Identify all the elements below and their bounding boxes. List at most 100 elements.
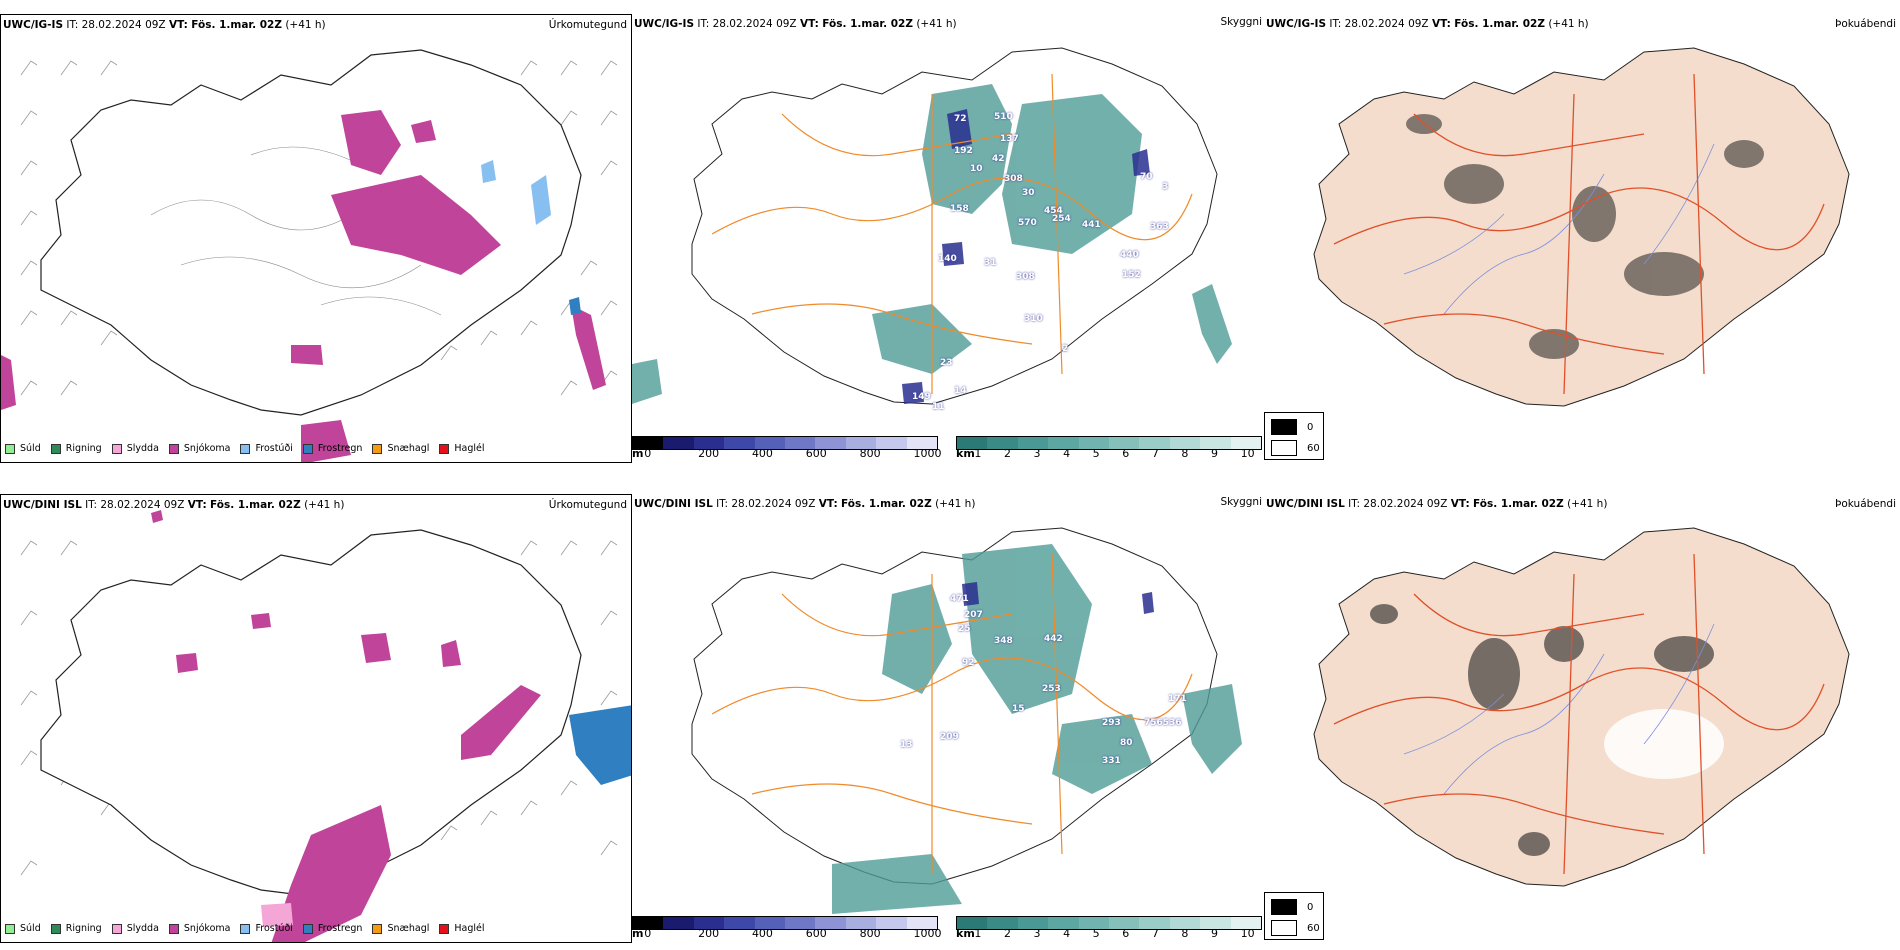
lead-time: (+41 h) (304, 499, 345, 511)
it-label: IT: (697, 18, 710, 30)
panel-header: UWC/DINI ISL IT: 28.02.2024 09Z VT: Fös.… (3, 499, 344, 511)
tick-label: 800 (859, 447, 881, 460)
tick-label: 2 (1003, 447, 1011, 460)
ceiling-value-label: 158 (950, 204, 969, 214)
legend-item: Frostúði (240, 443, 293, 454)
legend-item: Snjókoma (168, 923, 230, 934)
tick-label: 5 (1092, 927, 1100, 940)
vt-label: VT: (1450, 498, 1470, 510)
colorbar-segment (845, 917, 877, 929)
low-ceiling-areas (902, 109, 1150, 404)
legend-item: Frostregn (302, 443, 362, 454)
terrain-contours (150, 146, 442, 316)
colorbar-segment (1230, 437, 1262, 449)
ceiling-value-label: 192 (954, 146, 973, 156)
vt-label: VT: (187, 499, 207, 511)
colorbar-segment (663, 917, 694, 929)
ceiling-value-label: 254 (1052, 214, 1071, 224)
tick-label: 1 (974, 447, 982, 460)
legend-swatch (5, 923, 15, 934)
fog-map (1313, 527, 1850, 887)
variable-title: Skyggni (1220, 16, 1263, 28)
ceiling-value-label: 2 (1062, 344, 1069, 354)
panel-header: UWC/DINI ISL IT: 28.02.2024 09Z VT: Fös.… (634, 498, 975, 510)
it-value: 28.02.2024 09Z (1344, 18, 1429, 30)
model-name: UWC/DINI ISL (3, 499, 82, 511)
tick-label: 200 (698, 927, 720, 940)
ceiling-value-label: 570 (1018, 218, 1037, 228)
panel-header: UWC/DINI ISL IT: 28.02.2024 09Z VT: Fös.… (1266, 498, 1607, 510)
legend-item: Rigning (50, 923, 102, 934)
legend-label: Snæhagl (387, 923, 430, 934)
legend-item: Frostregn (302, 923, 363, 934)
legend-swatch (50, 443, 61, 454)
tick-label: 800 (859, 927, 881, 940)
colorbar-segment (693, 917, 725, 929)
ceiling-value-label: 92 (962, 658, 975, 668)
legend-swatch (302, 923, 313, 934)
tick-label: 4 (1063, 927, 1071, 940)
legend-label: Snæhagl (387, 443, 430, 454)
legend-item: Snæhagl (372, 443, 429, 454)
legend-item: Haglél (439, 923, 485, 934)
panel-header: UWC/IG-IS IT: 28.02.2024 09Z VT: Fös. 1.… (634, 18, 957, 30)
fog-panel-bottom: UWC/DINI ISL IT: 28.02.2024 09Z VT: Fös.… (1264, 494, 1900, 943)
colorbar-segment (785, 437, 816, 449)
model-name: UWC/IG-IS (634, 18, 695, 30)
legend-item: Slydda (111, 923, 159, 934)
legend-label: Frostúði (255, 923, 293, 934)
colorbar-segment (1078, 917, 1110, 929)
freezing-rain-areas (569, 705, 631, 785)
legend-swatch (168, 923, 179, 934)
colorbar-segment (633, 437, 664, 449)
tick-label: 600 (805, 927, 827, 940)
tick-label: 1000 (913, 927, 942, 940)
it-value: 28.02.2024 09Z (81, 19, 166, 31)
tick-label: 1000 (913, 447, 942, 460)
ceiling-value-label: 42 (992, 154, 1005, 164)
iceland-outline (40, 529, 582, 896)
legend-item: Súld (5, 923, 41, 934)
legend-label: Slydda (126, 443, 159, 454)
colorbar-segment (1017, 437, 1049, 449)
ceiling-value-label: 510 (994, 112, 1013, 122)
ceiling-value-label: 308 (1004, 174, 1023, 184)
tick-label: 0 (644, 447, 652, 460)
fog-min-label: 0 (1307, 421, 1314, 433)
legend-swatch (372, 923, 383, 934)
colorbar-segment (1048, 917, 1079, 929)
legend-label: Haglél (454, 443, 485, 454)
ceiling-value-label: 70 (1140, 172, 1153, 182)
rivers (1403, 143, 1715, 315)
iceland-land (1313, 527, 1850, 887)
ceiling-value-label: 471 (950, 594, 969, 604)
model-name: UWC/IG-IS (3, 19, 64, 31)
ceiling-value-label: 207 (964, 610, 983, 620)
visibility-colorbar (956, 436, 1262, 450)
tick-label: 4 (1063, 447, 1071, 460)
tick-label: 5 (1092, 447, 1100, 460)
colorbar-segment (633, 917, 664, 929)
ceiling-value-label: 15 (1012, 704, 1025, 714)
legend-label: Rigning (65, 443, 102, 454)
precip-legend: Súld Rigning Slydda Snjókoma Frostúði Frostre… (5, 443, 485, 454)
tick-label: 400 (751, 447, 773, 460)
legend-swatch (50, 923, 61, 934)
model-name: UWC/IG-IS (1266, 18, 1327, 30)
vt-label: VT: (1431, 18, 1451, 30)
legend-item: Snjókoma (168, 443, 230, 454)
ceiling-value-label: 310 (1024, 314, 1043, 324)
legend-item: Haglél (439, 443, 485, 454)
roads (1333, 73, 1825, 395)
fog-legend: 0 60 (1264, 412, 1324, 460)
snow-areas (151, 510, 541, 942)
snow-areas (1, 110, 606, 462)
fog-clear (1604, 709, 1724, 779)
visibility-colorbar (956, 916, 1262, 930)
ceiling-value-label: 440 (1120, 250, 1139, 260)
legend-label: Frostregn (317, 923, 363, 934)
colorbar-segment (1230, 917, 1262, 929)
colorbar-segment (1200, 437, 1231, 449)
ceiling-value-label: 13 (900, 740, 913, 750)
precip-type-panel-top: UWC/IG-IS IT: 28.02.2024 09Z VT: Fös. 1.… (0, 14, 632, 463)
